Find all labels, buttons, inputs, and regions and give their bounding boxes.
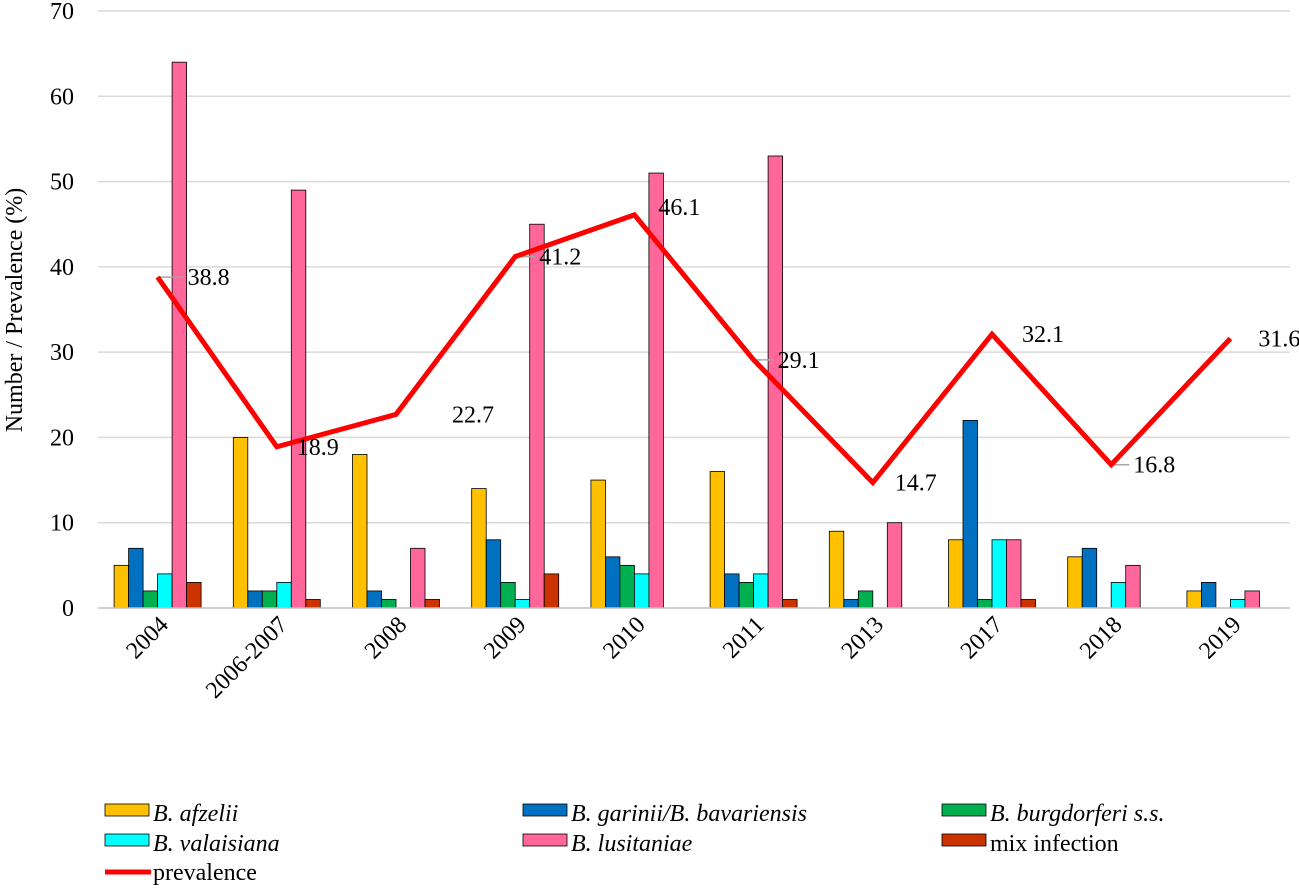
prevalence-data-label: 18.9 — [297, 435, 339, 461]
y-tick-label: 10 — [50, 511, 74, 537]
x-tick-label: 2018 — [1075, 612, 1127, 664]
bar — [305, 599, 321, 609]
legend-label: B. afzelii — [153, 801, 238, 827]
bar — [619, 564, 635, 609]
bar — [843, 599, 859, 609]
bar — [232, 437, 249, 609]
bar — [1244, 590, 1260, 609]
prevalence-data-label: 14.7 — [895, 471, 937, 497]
legend-swatch — [941, 803, 987, 817]
prevalence-data-label: 32.1 — [1022, 322, 1064, 348]
legend-label: B. valaisiana — [153, 831, 280, 857]
prevalence-data-label: 29.1 — [778, 348, 820, 374]
y-tick-label: 70 — [50, 0, 74, 25]
bar — [886, 522, 903, 609]
bar — [171, 61, 188, 609]
y-axis-title: Number / Prevalence (%) — [2, 188, 28, 433]
x-tick-label: 2008 — [360, 612, 412, 664]
legend-label: B. burgdorferi s.s. — [990, 801, 1164, 827]
bar — [991, 539, 1007, 609]
prevalence-line — [155, 211, 1233, 487]
legend-swatch — [104, 803, 150, 817]
x-axis-ticks: 2004 2006-2007 2008 2009 2010 2011 2013 2017 201… — [122, 612, 1247, 704]
bar — [290, 189, 307, 609]
bar — [977, 599, 993, 609]
bar — [514, 599, 531, 609]
bar — [709, 471, 725, 609]
y-tick-label: 60 — [50, 84, 74, 110]
bar — [366, 590, 382, 609]
prevalence-data-label: 31.6 — [1258, 326, 1299, 352]
bar — [424, 599, 440, 609]
bar — [724, 573, 740, 609]
bar — [634, 573, 650, 609]
bar — [753, 573, 769, 609]
legend: B. afzelii B. garinii/B. bavariensis B. bu… — [104, 801, 1164, 886]
bar — [381, 599, 397, 609]
bar — [157, 573, 173, 609]
bars — [113, 61, 1260, 609]
bar — [352, 454, 368, 609]
bar — [500, 582, 516, 609]
prevalence-data-label: 16.8 — [1133, 453, 1175, 479]
bar — [410, 547, 426, 609]
bar — [948, 539, 964, 609]
bar — [1125, 564, 1141, 609]
y-tick-label: 0 — [62, 596, 74, 622]
x-tick-label: 2019 — [1194, 612, 1246, 664]
prevalence-data-label: 41.2 — [539, 245, 581, 271]
bar — [186, 582, 202, 609]
bar — [962, 419, 978, 609]
bar — [529, 223, 545, 609]
bar — [247, 590, 263, 609]
x-tick-label: 2017 — [956, 612, 1008, 664]
bar — [1006, 539, 1022, 609]
bar — [782, 599, 798, 609]
bar — [113, 564, 129, 609]
bar — [605, 556, 621, 609]
y-tick-label: 40 — [50, 255, 74, 281]
legend-swatch — [522, 803, 568, 817]
bar — [590, 479, 606, 609]
x-tick-label: 2013 — [837, 612, 889, 664]
legend-swatch — [941, 833, 987, 847]
bar — [471, 488, 487, 609]
legend-swatch — [522, 833, 568, 847]
legend-label: prevalence — [153, 860, 257, 886]
x-tick-label: 2010 — [598, 612, 650, 664]
prevalence-data-label: 22.7 — [452, 402, 494, 428]
legend-swatch — [104, 833, 150, 847]
bar — [261, 590, 278, 609]
legend-label: B. lusitaniae — [571, 831, 693, 857]
x-tick-label: 2011 — [718, 612, 770, 664]
y-tick-label: 30 — [50, 340, 74, 366]
bar — [1081, 547, 1098, 609]
bar — [1110, 582, 1127, 609]
y-tick-label: 20 — [50, 425, 74, 451]
x-tick-label: 2009 — [479, 612, 531, 664]
legend-label: mix infection — [990, 831, 1119, 857]
prevalence-data-labels: 38.8 18.9 22.7 41.2 46.1 29.1 14.7 32.1 16.8 31.6 — [188, 195, 1299, 497]
bar — [1067, 556, 1083, 609]
y-axis-ticks: 0 10 20 30 40 50 60 70 — [50, 0, 74, 622]
bar — [128, 547, 144, 609]
bar — [543, 573, 560, 609]
bar — [276, 582, 292, 609]
bar — [142, 590, 159, 609]
x-tick-label: 2004 — [122, 612, 174, 664]
bar — [857, 590, 874, 609]
bar — [828, 530, 845, 609]
bar — [485, 539, 502, 609]
prevalence-data-label: 38.8 — [188, 265, 230, 291]
bar — [1201, 582, 1217, 609]
bar — [738, 582, 754, 609]
prevalence-data-label: 46.1 — [658, 195, 700, 221]
x-tick-label: 2006-2007 — [201, 612, 293, 704]
bar — [1230, 599, 1246, 609]
bar — [1020, 599, 1036, 609]
legend-label: B. garinii/B. bavariensis — [571, 801, 807, 827]
bar — [1186, 590, 1202, 609]
y-tick-label: 50 — [50, 170, 74, 196]
